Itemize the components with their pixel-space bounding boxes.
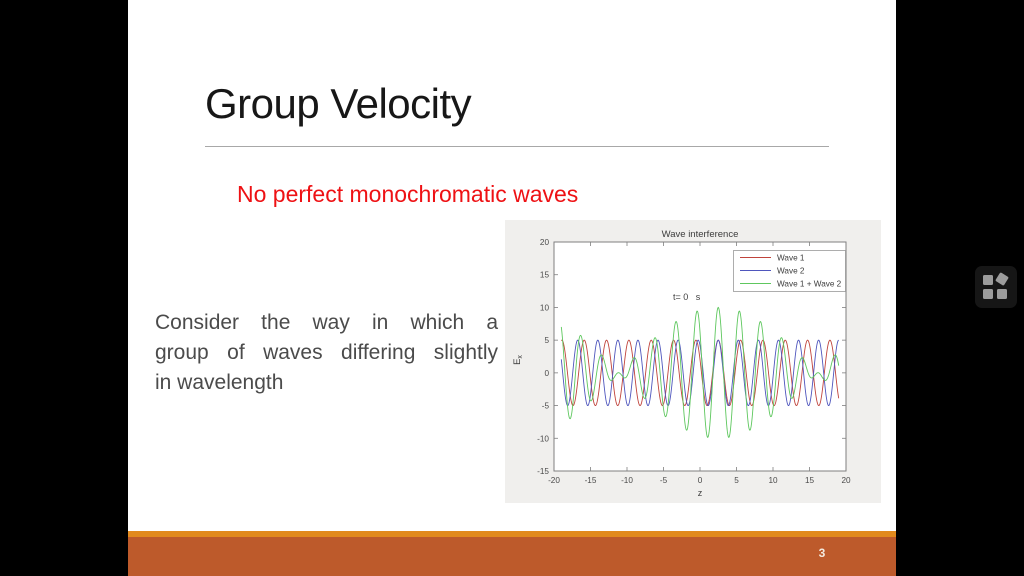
svg-text:-20: -20: [548, 476, 560, 485]
title-divider: [205, 146, 829, 147]
svg-text:15: 15: [805, 476, 815, 485]
svg-text:0: 0: [698, 476, 703, 485]
svg-text:10: 10: [768, 476, 778, 485]
wave-interference-figure: Wave interference z Ex t= 0 s -20 -15 -10-…: [505, 220, 881, 503]
svg-text:0: 0: [544, 369, 549, 378]
svg-text:10: 10: [540, 303, 550, 312]
svg-text:-5: -5: [542, 402, 550, 411]
apps-grid-icon[interactable]: [975, 266, 1017, 308]
legend-label: Wave 1: [777, 254, 805, 263]
svg-text:20: 20: [841, 476, 851, 485]
svg-text:-15: -15: [585, 476, 597, 485]
time-annotation: t= 0 s: [673, 292, 701, 302]
page-title: Group Velocity: [205, 80, 472, 127]
svg-text:15: 15: [540, 271, 550, 280]
legend-label: Wave 1 + Wave 2: [777, 280, 842, 289]
svg-text:20: 20: [540, 238, 550, 247]
chart-legend: Wave 1 Wave 2 Wave 1 + Wave 2: [733, 250, 846, 292]
body-line: in wavelength: [155, 371, 284, 394]
footer-bar: [128, 537, 896, 576]
page-number: 3: [818, 546, 826, 560]
svg-text:-10: -10: [621, 476, 633, 485]
body-line: group of waves differing slightly: [155, 341, 498, 364]
legend-label: Wave 2: [777, 267, 805, 276]
wave-chart-svg: Wave interference z Ex t= 0 s -20 -15 -10-…: [512, 229, 851, 498]
grid-square-icon: [983, 289, 993, 299]
y-axis-label: Ex: [512, 355, 524, 365]
body-paragraph: Consider the way in which a group of wav…: [155, 308, 498, 398]
svg-text:5: 5: [734, 476, 739, 485]
svg-text:-15: -15: [537, 467, 549, 476]
grid-square-icon: [983, 275, 993, 285]
svg-text:-5: -5: [660, 476, 668, 485]
footer-accent-strip: [128, 531, 896, 537]
grid-square-rotated-icon: [995, 272, 1009, 286]
svg-text:5: 5: [544, 336, 549, 345]
presentation-slide: Group Velocity No perfect monochromatic …: [128, 0, 896, 576]
x-axis-label: z: [698, 488, 703, 498]
chart-title: Wave interference: [662, 229, 739, 240]
subtitle-text: No perfect monochromatic waves: [237, 181, 579, 207]
grid-square-icon: [997, 289, 1007, 299]
svg-text:-10: -10: [537, 434, 549, 443]
body-line: Consider the way in which a: [155, 311, 498, 334]
